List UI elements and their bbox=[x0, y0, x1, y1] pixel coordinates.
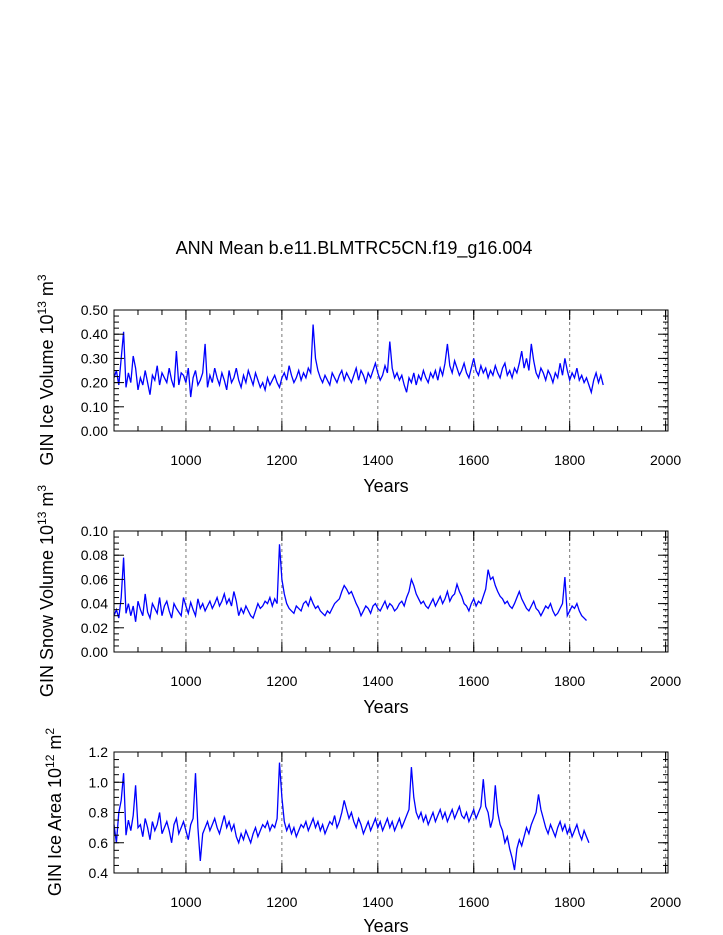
panel-ice-volume: 1000 1200 1400 1600 1800 2000 0.00 0.10 0.20 0.30… bbox=[35, 274, 681, 496]
y-tick-label: 0.4 bbox=[89, 865, 109, 881]
ice-area-series-line bbox=[113, 762, 590, 871]
y-tick-label: 0.40 bbox=[81, 326, 108, 342]
x-tick-label: 2000 bbox=[650, 673, 681, 689]
y-tick-label: 0.10 bbox=[81, 399, 108, 415]
axis-ticks: 1000 1200 1400 1600 1800 2000 0.00 0.10 0.20 0.30… bbox=[81, 302, 682, 468]
x-axis-label: Years bbox=[363, 916, 408, 935]
y-axis-label-main: GIN Ice Area 10 bbox=[45, 768, 65, 896]
y-axis-label-unit: m bbox=[45, 735, 65, 755]
panel-snow-volume: 1000 1200 1400 1600 1800 2000 0.00 0.02 0.04 0.06… bbox=[35, 485, 681, 717]
chart-title: ANN Mean b.e11.BLMTRC5CN.f19_g16.004 bbox=[176, 238, 533, 259]
x-tick-label: 1600 bbox=[458, 452, 489, 468]
x-tick-label: 1200 bbox=[266, 673, 297, 689]
y-tick-label: 0.06 bbox=[81, 571, 108, 587]
panel-ice-area: 1000 1200 1400 1600 1800 20000.40.60.81.01.2 … bbox=[43, 728, 681, 935]
x-tick-label: 1600 bbox=[458, 894, 489, 910]
x-tick-label: 1800 bbox=[554, 673, 585, 689]
reference-lines bbox=[185, 531, 667, 652]
y-axis-label-exponent: 13 bbox=[35, 511, 49, 525]
y-tick-label: 0.08 bbox=[81, 547, 108, 563]
x-tick-label: 1000 bbox=[170, 673, 201, 689]
y-tick-label: 0.30 bbox=[81, 350, 108, 366]
y-tick-label: 0.00 bbox=[81, 644, 108, 660]
snow-volume-series-line bbox=[113, 544, 587, 622]
x-tick-label: 1800 bbox=[554, 452, 585, 468]
y-axis-label-unit: m bbox=[37, 492, 57, 512]
y-axis-label-exponent: 12 bbox=[43, 754, 57, 768]
y-axis-label-exponent: 13 bbox=[35, 301, 49, 315]
x-axis-label: Years bbox=[363, 476, 408, 496]
plot-frame bbox=[113, 309, 669, 432]
y-tick-label: 0.20 bbox=[81, 375, 108, 391]
x-tick-label: 1800 bbox=[554, 894, 585, 910]
reference-lines bbox=[185, 752, 667, 873]
plot-frame bbox=[113, 530, 669, 653]
y-axis-label-main: GIN Snow Volume 10 bbox=[37, 525, 57, 697]
y-tick-label: 0.8 bbox=[89, 805, 109, 821]
y-tick-label: 0.04 bbox=[81, 596, 108, 612]
y-axis-label: GIN Ice Volume 1013 m3 bbox=[35, 274, 57, 465]
y-tick-label: 1.2 bbox=[89, 744, 109, 760]
x-tick-label: 1200 bbox=[266, 894, 297, 910]
y-tick-label: 0.50 bbox=[81, 302, 108, 318]
y-tick-label: 0.00 bbox=[81, 423, 108, 439]
x-tick-label: 1200 bbox=[266, 452, 297, 468]
x-tick-label: 1400 bbox=[362, 894, 393, 910]
ice-volume-series-line bbox=[113, 324, 604, 398]
axis-ticks: 1000 1200 1400 1600 1800 2000 0.00 0.02 0.04 0.06… bbox=[81, 523, 682, 689]
y-tick-label: 0.6 bbox=[89, 835, 109, 851]
y-axis-label-main: GIN Ice Volume 10 bbox=[37, 314, 57, 465]
reference-lines bbox=[185, 310, 667, 431]
y-axis-label-unit-exponent: 2 bbox=[43, 728, 57, 735]
x-tick-label: 1000 bbox=[170, 452, 201, 468]
y-axis-label-unit: m bbox=[37, 281, 57, 301]
y-axis-label: GIN Snow Volume 1013 m3 bbox=[35, 485, 57, 697]
x-tick-label: 1000 bbox=[170, 894, 201, 910]
x-tick-label: 2000 bbox=[650, 452, 681, 468]
y-axis-label: GIN Ice Area 1012 m2 bbox=[43, 728, 65, 896]
x-tick-label: 1400 bbox=[362, 673, 393, 689]
y-tick-label: 0.02 bbox=[81, 620, 108, 636]
x-tick-label: 2000 bbox=[650, 894, 681, 910]
x-tick-label: 1400 bbox=[362, 452, 393, 468]
y-axis-label-unit-exponent: 3 bbox=[35, 274, 49, 281]
x-tick-label: 1600 bbox=[458, 673, 489, 689]
y-tick-label: 0.10 bbox=[81, 523, 108, 539]
x-axis-label: Years bbox=[363, 697, 408, 717]
y-tick-label: 1.0 bbox=[89, 774, 109, 790]
y-axis-label-unit-exponent: 3 bbox=[35, 485, 49, 492]
axis-ticks: 1000 1200 1400 1600 1800 2000 0.4 0.6 0.8 1.0 1.2 bbox=[89, 744, 682, 910]
